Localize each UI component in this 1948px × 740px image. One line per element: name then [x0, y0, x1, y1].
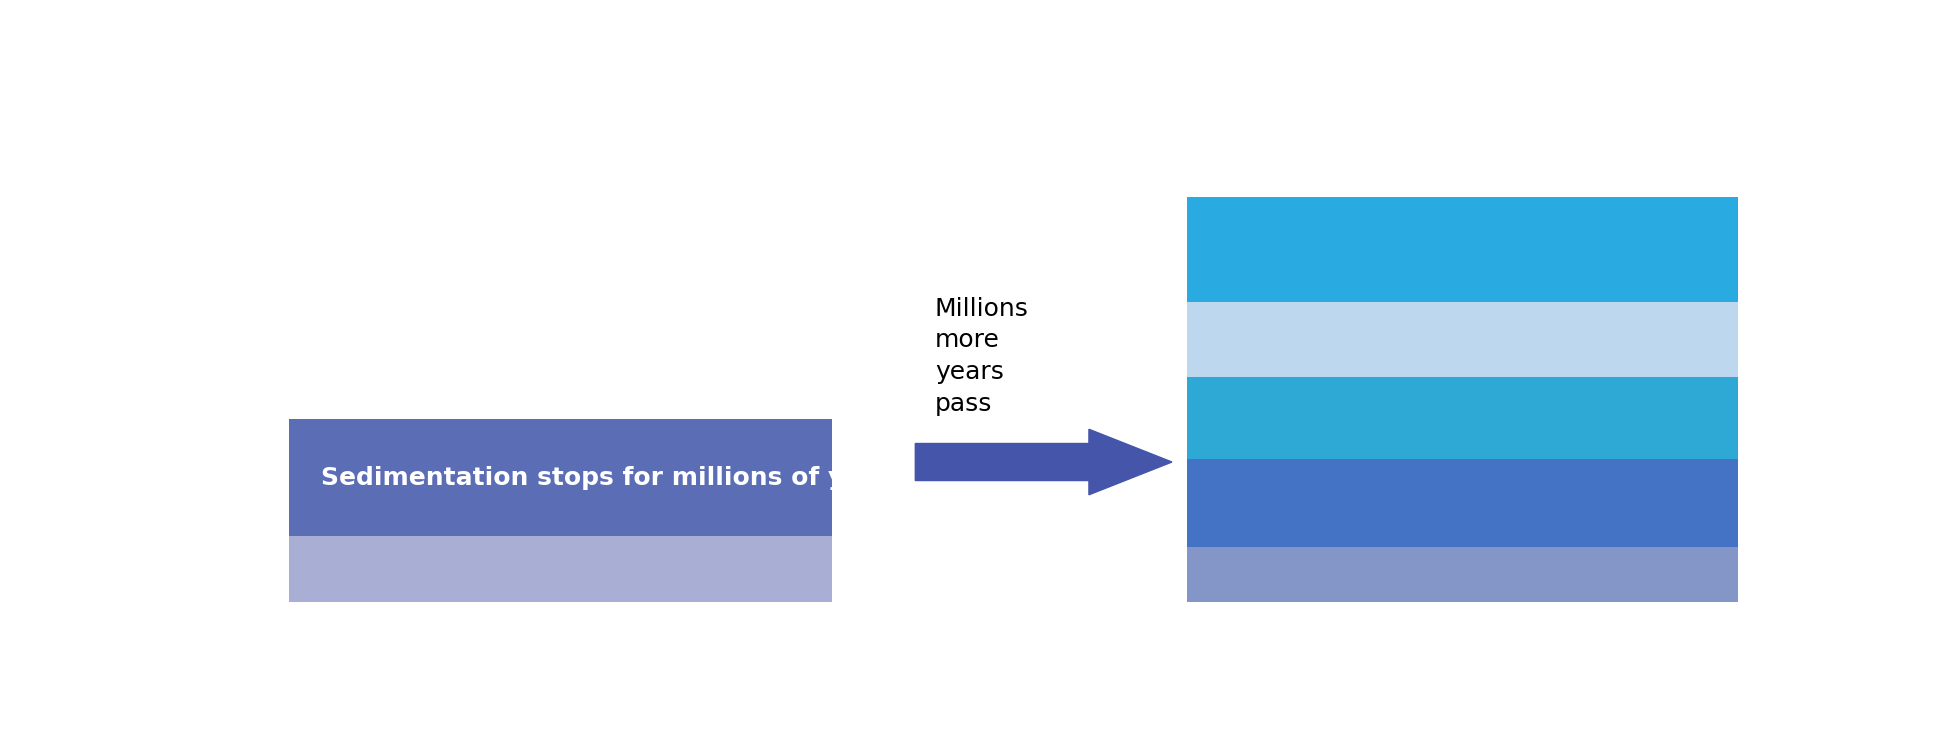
Bar [1186, 303, 1738, 377]
Bar [1186, 548, 1738, 602]
Text: Millions
more
years
pass: Millions more years pass [935, 297, 1029, 416]
Polygon shape [916, 429, 1173, 495]
Bar [288, 420, 832, 536]
Bar [1186, 459, 1738, 548]
Text: Sedimentation stops for millions of years: Sedimentation stops for millions of year… [321, 465, 906, 490]
Bar [288, 536, 832, 602]
Bar [1186, 197, 1738, 303]
Bar [1186, 377, 1738, 459]
